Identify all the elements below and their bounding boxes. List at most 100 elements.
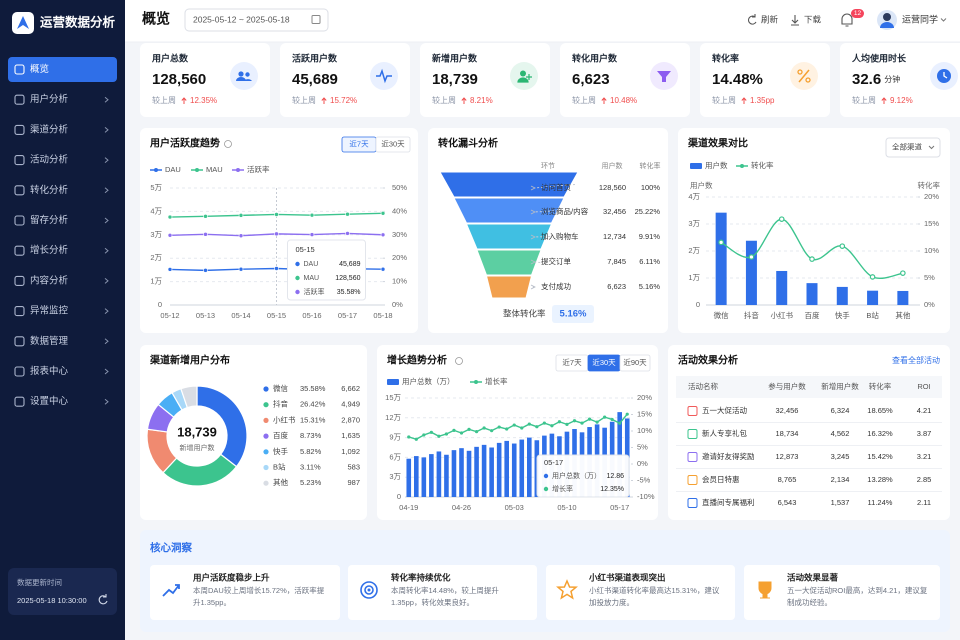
- tab-label[interactable]: 近7天: [349, 138, 369, 148]
- legend-label: 百度: [273, 430, 288, 440]
- menu-item[interactable]: 报表中心: [14, 365, 109, 377]
- bell-icon[interactable]: [841, 13, 853, 27]
- logo-mark: [17, 16, 29, 29]
- tab[interactable]: [375, 136, 411, 153]
- action[interactable]: 下载: [804, 14, 822, 24]
- tooltip-value: 128,560: [335, 275, 360, 282]
- menu-item[interactable]: 设置中心: [14, 395, 109, 407]
- point: [309, 232, 315, 237]
- icon-shape: [376, 68, 392, 84]
- user-name[interactable]: 运营同学: [902, 13, 938, 24]
- menu-icon: [14, 396, 25, 407]
- icon-shape: [556, 579, 578, 600]
- legend-dot: [263, 417, 269, 423]
- point: [482, 426, 486, 430]
- refresh-icon[interactable]: [748, 14, 757, 25]
- menu-label[interactable]: 设置中心: [30, 395, 69, 407]
- menu-item[interactable]: 活动分析: [14, 154, 109, 166]
- tab-label[interactable]: 近90天: [623, 357, 647, 367]
- kpi-icon: [370, 62, 398, 90]
- menu-item[interactable]: 转化分析: [14, 184, 109, 196]
- dropdown-label[interactable]: 全部渠道: [892, 141, 922, 151]
- legend-percent: 3.11%: [300, 462, 321, 471]
- overall-box: [552, 305, 594, 323]
- menu-item[interactable]: 用户分析: [14, 93, 109, 105]
- legend-label: MAU: [206, 165, 223, 174]
- menu-label[interactable]: 活动分析: [30, 154, 69, 166]
- menu-label[interactable]: 概览: [30, 63, 49, 75]
- y2-tick-label: 20%: [392, 253, 407, 262]
- stage-users: 12,734: [603, 232, 626, 241]
- tooltip-value: 12.35%: [600, 486, 624, 493]
- menu-label[interactable]: 内容分析: [30, 274, 69, 286]
- y-tick-label: 0: [696, 300, 700, 309]
- refresh-icon[interactable]: [98, 594, 108, 605]
- kpi-compare: 较上周: [152, 95, 176, 105]
- up-arrow: [601, 97, 607, 104]
- icon-shape: [360, 581, 378, 599]
- menu-item[interactable]: 留存分析: [14, 214, 109, 226]
- menu-item[interactable]: 概览: [8, 57, 117, 82]
- tab-label[interactable]: 近7天: [562, 357, 582, 367]
- point: [900, 270, 906, 276]
- legend-dot: [263, 464, 269, 471]
- legend-percent: 26.42%: [300, 400, 326, 409]
- menu-item[interactable]: 异常监控: [14, 305, 109, 317]
- chevron: [104, 157, 109, 163]
- menu-label[interactable]: 渠道分析: [30, 123, 69, 135]
- tooltip-name: 用户总数（万）: [552, 471, 601, 480]
- menu-label[interactable]: 转化分析: [30, 184, 69, 196]
- point: [309, 212, 315, 218]
- menu-item[interactable]: 增长分析: [14, 244, 109, 256]
- kpi-compare: 较上周: [852, 95, 876, 105]
- tooltip-dot: [295, 275, 300, 281]
- chevron: [104, 217, 109, 224]
- header: 概览 2025-05-12 ~ 2025-05-18 刷新 下载 12 运营同学: [125, 0, 960, 43]
- legend-dot: [263, 402, 269, 408]
- y2-tick-label: 10%: [924, 246, 939, 255]
- menu-label[interactable]: 数据管理: [30, 335, 69, 347]
- kpi-unit: 分钟: [884, 74, 900, 84]
- view-all-link[interactable]: 查看全部活动: [892, 355, 940, 365]
- insight-icon: [758, 581, 772, 599]
- menu-icon: [14, 245, 25, 256]
- point: [380, 232, 386, 238]
- menu-item[interactable]: 渠道分析: [14, 123, 109, 135]
- info-icon: [455, 357, 463, 365]
- point: [490, 429, 494, 433]
- menu-label[interactable]: 异常监控: [30, 305, 69, 317]
- action[interactable]: 刷新: [761, 14, 779, 24]
- x-tick-label: 微信: [714, 310, 729, 320]
- funnel-stage: [465, 223, 553, 250]
- kpi-compare: 较上周: [712, 95, 736, 105]
- menu-label[interactable]: 报表中心: [30, 365, 69, 377]
- dropdown[interactable]: [885, 137, 941, 158]
- x-tick-label: 05-17: [338, 311, 357, 320]
- y-tick-label: 0: [158, 300, 162, 309]
- panel-title: 渠道新增用户分布: [149, 354, 230, 367]
- menu-item[interactable]: 内容分析: [14, 274, 109, 286]
- tab-label[interactable]: 近30天: [592, 357, 616, 367]
- kpi-card: 用户总数 128,560 较上周 12.35%: [140, 43, 270, 117]
- point: [203, 214, 208, 219]
- download-icon[interactable]: [791, 15, 799, 26]
- menu-label[interactable]: 用户分析: [30, 93, 69, 105]
- tab[interactable]: [619, 354, 651, 372]
- menu-label[interactable]: 增长分析: [30, 244, 69, 256]
- point: [380, 210, 386, 216]
- point: [618, 421, 622, 425]
- tooltip-dot: [543, 486, 549, 492]
- app-title: 运营数据分析: [40, 14, 116, 29]
- insight-title: 转化率持续优化: [391, 572, 451, 582]
- menu-label[interactable]: 留存分析: [30, 214, 69, 226]
- stage-users: 6,623: [607, 282, 626, 291]
- date-picker[interactable]: [184, 8, 329, 32]
- legend-label: 转化率: [751, 160, 774, 170]
- chevron: [104, 96, 109, 103]
- menu-item[interactable]: 数据管理: [14, 335, 109, 347]
- x-tick-label: 05-14: [231, 311, 250, 320]
- tab-label[interactable]: 近30天: [381, 138, 405, 148]
- point: [497, 425, 501, 429]
- y2-tick-label: 10%: [637, 426, 652, 435]
